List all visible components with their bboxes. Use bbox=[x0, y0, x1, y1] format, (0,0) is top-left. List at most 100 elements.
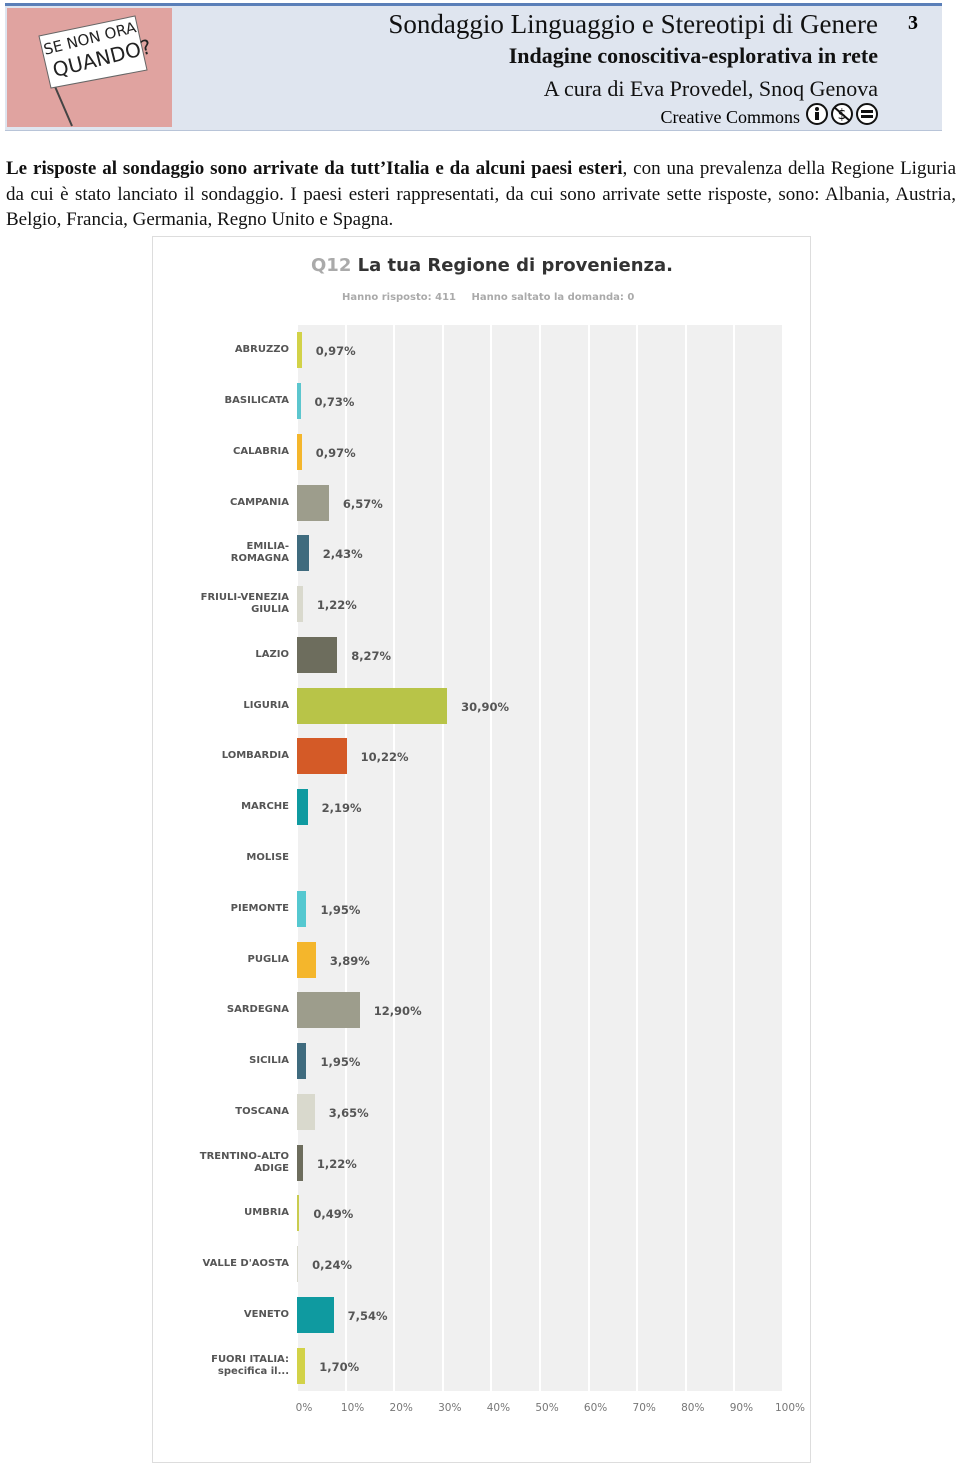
category-axis: ABRUZZO BASILICATA CALABRIA CAMPANIA EMILIA-… bbox=[153, 325, 289, 1391]
category-label: SICILIA bbox=[249, 1055, 289, 1067]
bar bbox=[297, 1043, 307, 1080]
doc-subtitle: Indagine conoscitiva-esplorativa in rete bbox=[508, 43, 878, 68]
value-label: 0,97% bbox=[315, 344, 356, 359]
x-tick-label: 30% bbox=[438, 1402, 462, 1414]
skipped: Hanno saltato la domanda: 0 bbox=[471, 292, 635, 303]
category-label: LOMBARDIA bbox=[221, 750, 289, 762]
bar bbox=[297, 789, 308, 826]
category-label: MOLISE bbox=[246, 852, 289, 863]
value-label: 2,43% bbox=[322, 547, 363, 562]
bar bbox=[297, 484, 329, 521]
category-label: MARCHE bbox=[241, 801, 289, 813]
x-tick-label: 0% bbox=[295, 1402, 313, 1414]
paragraph-text: , con una prevalenza della Regione Ligur… bbox=[6, 158, 956, 230]
chart-title: La tua Regione di provenienza. bbox=[357, 255, 673, 276]
category-label: EMILIA- ROMAGNA bbox=[230, 541, 289, 565]
grid-line bbox=[587, 325, 590, 1391]
x-tick-label: 20% bbox=[389, 1402, 413, 1414]
grid-line bbox=[539, 325, 541, 1391]
value-label: 2,19% bbox=[321, 801, 362, 816]
value-label: 10,22% bbox=[360, 750, 409, 765]
grid-line bbox=[393, 325, 396, 1391]
bar bbox=[297, 1296, 334, 1333]
category-label: PIEMONTE bbox=[230, 902, 289, 914]
value-label: 3,65% bbox=[328, 1105, 369, 1120]
value-label: 1,22% bbox=[316, 1156, 357, 1171]
value-label: 8,27% bbox=[351, 648, 392, 663]
category-label: PUGLIA bbox=[247, 953, 290, 965]
bar bbox=[297, 941, 316, 978]
bar bbox=[297, 383, 301, 420]
category-label: FRIULI-VENEZIA GIULIA bbox=[200, 592, 289, 616]
paragraph-bold: Le risposte al sondaggio sono arrivate d… bbox=[6, 158, 623, 179]
cc-icons: $ bbox=[806, 103, 878, 125]
bar bbox=[297, 636, 338, 673]
grid-line bbox=[344, 325, 347, 1391]
value-label: 0,24% bbox=[312, 1258, 353, 1273]
bar bbox=[297, 1246, 299, 1283]
value-label: 1,22% bbox=[316, 598, 357, 613]
x-tick-label: 80% bbox=[681, 1402, 705, 1414]
bar bbox=[297, 1347, 306, 1384]
bar bbox=[297, 1195, 300, 1232]
x-tick-label: 40% bbox=[486, 1402, 511, 1414]
doc-author: A cura di Eva Provedel, Snoq Genova bbox=[543, 76, 878, 101]
question-number: Q12 bbox=[311, 255, 352, 276]
category-label: VENETO bbox=[243, 1308, 289, 1320]
chart: Q12 La tua Regione di provenienza. Hanno… bbox=[152, 236, 811, 1463]
grid-line bbox=[733, 325, 736, 1391]
value-label: 1,95% bbox=[320, 1055, 361, 1070]
grid-line bbox=[636, 325, 639, 1391]
grid-line bbox=[296, 325, 298, 1391]
x-tick-label: 60% bbox=[583, 1402, 608, 1414]
value-label: 1,95% bbox=[320, 902, 361, 917]
value-label: 30,90% bbox=[461, 699, 510, 714]
bar bbox=[297, 586, 303, 623]
bar bbox=[297, 535, 309, 572]
category-label: CAMPANIA bbox=[229, 496, 289, 508]
category-label: CALABRIA bbox=[233, 445, 289, 457]
plot-area: 0,97% 0,73% 0,97% 6,57% 2,43% 1,22% 8,27% 30,90… bbox=[296, 325, 784, 1391]
bar bbox=[297, 1144, 303, 1181]
page-number: 3 bbox=[908, 12, 918, 34]
category-label: TOSCANA bbox=[235, 1105, 289, 1117]
value-label: 3,89% bbox=[329, 953, 370, 968]
x-axis: 0% 10% 20% 30% 40% 50% 60% 70% 80% 90% 100% bbox=[295, 1402, 805, 1422]
paragraph: Le risposte al sondaggio sono arrivate d… bbox=[6, 156, 956, 233]
value-label: 6,57% bbox=[342, 496, 383, 511]
bar bbox=[297, 1093, 315, 1130]
bar bbox=[297, 687, 448, 724]
bar bbox=[297, 992, 360, 1029]
category-label: TRENTINO-ALTO ADIGE bbox=[199, 1150, 289, 1174]
grid-line bbox=[441, 325, 444, 1391]
doc-title: Sondaggio Linguaggio e Stereotipi di Gen… bbox=[388, 9, 878, 39]
category-label: UMBRIA bbox=[244, 1207, 289, 1219]
license: Creative Commons bbox=[660, 107, 800, 127]
logo: SE NON ORA QUANDO? bbox=[7, 8, 172, 127]
value-label: 7,54% bbox=[347, 1308, 388, 1323]
category-label: ABRUZZO bbox=[234, 344, 289, 356]
bar bbox=[297, 890, 307, 927]
grid-line bbox=[782, 325, 784, 1391]
category-label: LAZIO bbox=[255, 648, 289, 660]
x-tick-label: 70% bbox=[632, 1402, 656, 1414]
value-label: 0,73% bbox=[314, 395, 355, 410]
category-label: LIGURIA bbox=[243, 699, 289, 711]
x-tick-label: 100% bbox=[774, 1402, 806, 1414]
grid-line bbox=[684, 325, 687, 1391]
x-tick-label: 10% bbox=[340, 1402, 365, 1414]
grid-line bbox=[490, 325, 493, 1391]
x-tick-label: 90% bbox=[729, 1402, 754, 1414]
x-tick-label: 50% bbox=[535, 1402, 559, 1414]
value-label: 0,97% bbox=[315, 445, 356, 460]
value-label: 1,70% bbox=[319, 1359, 360, 1374]
bar bbox=[297, 738, 347, 775]
value-label: 12,90% bbox=[373, 1004, 422, 1019]
value-label: 0,49% bbox=[313, 1207, 354, 1222]
category-label: SARDEGNA bbox=[226, 1004, 289, 1016]
answered: Hanno risposto: 411 bbox=[342, 292, 457, 303]
category-label: BASILICATA bbox=[224, 395, 289, 407]
bar bbox=[297, 433, 302, 470]
logo-sign bbox=[38, 15, 148, 127]
